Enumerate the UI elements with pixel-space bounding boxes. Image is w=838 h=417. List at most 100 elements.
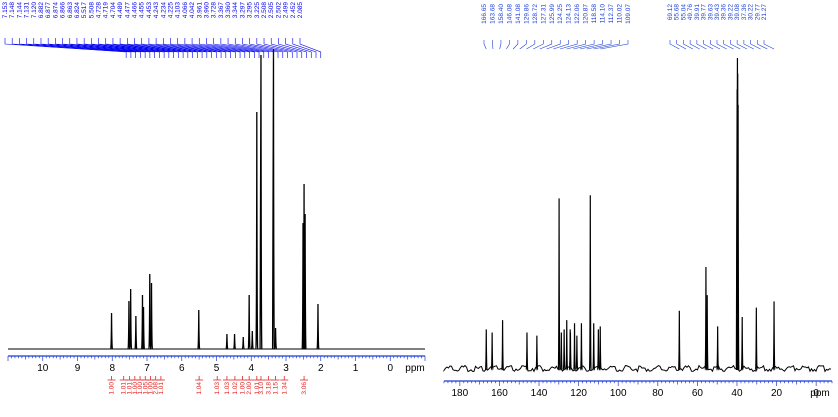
peak-label-text: 39.08 — [734, 4, 741, 21]
peak-label-leader — [763, 40, 775, 50]
peak-label: 2.502 — [275, 2, 307, 58]
peak-label-leader — [743, 40, 754, 50]
peak-label-leader — [26, 38, 141, 58]
peak-label-text: 5.517 — [81, 2, 88, 19]
peak-label-text: 4.704 — [110, 2, 117, 19]
peak-label: 7.153 — [2, 2, 127, 58]
integral-mark: 3.10 — [256, 376, 265, 395]
peak-label-leader — [234, 38, 279, 58]
peak-label-text: 4.455 — [139, 2, 146, 19]
spectrum-peak — [588, 195, 592, 371]
spectrum-peak — [772, 301, 776, 371]
peak-label-leader — [580, 40, 603, 50]
peak-label-leader — [526, 40, 536, 50]
peak-label: 39.91 — [694, 4, 707, 50]
spectrum-peak — [259, 54, 263, 350]
spectrum-peak — [557, 198, 561, 371]
peak-label-leader — [105, 38, 193, 58]
peak-label: 146.08 — [506, 4, 513, 50]
integral-value: 1.00 — [137, 382, 144, 395]
peak-label-text: 2.499 — [283, 2, 290, 19]
peak-label: 2.505 — [268, 2, 303, 58]
peak-label: 3.295 — [247, 2, 288, 58]
peak-label-text: 7.153 — [2, 2, 9, 19]
spectrum-peak — [134, 315, 138, 350]
peak-label-leader — [256, 38, 293, 58]
peak-label: 3.367 — [218, 2, 269, 58]
peak-label-text: 3.360 — [225, 2, 232, 19]
peak-label: 39.22 — [727, 4, 741, 50]
peak-label: 112.37 — [586, 4, 615, 50]
peak-label-leader — [566, 40, 586, 50]
x-tick-label: 9 — [75, 363, 81, 374]
peak-label-leader — [546, 40, 561, 50]
peak-label-leader — [162, 38, 231, 58]
peak-label: 39.63 — [707, 4, 721, 50]
peak-label-leader — [191, 38, 250, 58]
integral-mark: 1.02 — [230, 376, 239, 395]
peak-label-leader — [716, 40, 727, 50]
peak-label-text: 158.40 — [498, 4, 505, 24]
peak-label: 129.86 — [519, 4, 530, 50]
spectrum-peak — [596, 329, 600, 371]
peak-label: 2.499 — [283, 2, 312, 58]
x-tick-label: 10 — [37, 363, 49, 374]
peak-label-leader — [148, 38, 222, 58]
peak-label-leader — [47, 38, 155, 58]
integral-value: 1.00 — [132, 382, 139, 395]
spectrum-peak — [490, 332, 494, 371]
spectrum-peak — [233, 333, 237, 350]
x-tick-label: 140 — [531, 388, 548, 399]
x-tick-label: 0 — [813, 388, 819, 399]
spectrum-peak — [580, 323, 583, 371]
integral-value: 1.03 — [214, 382, 221, 395]
peak-label: 6.824 — [74, 2, 174, 58]
integral-mark: 1.00 — [107, 376, 116, 395]
peak-label: 3.728 — [211, 2, 265, 58]
peak-label-leader — [227, 38, 274, 58]
integral-value: 2.08 — [153, 382, 160, 395]
integral-value: 1.01 — [254, 382, 261, 395]
peak-label-text: 49.76 — [687, 4, 694, 21]
spectrum-peak — [303, 213, 307, 350]
spectrum-peak — [569, 332, 572, 371]
peak-label: 4.489 — [117, 2, 203, 58]
peak-label-leader — [730, 40, 741, 50]
peak-label-leader — [177, 38, 241, 58]
peak-label-leader — [299, 38, 322, 58]
integral-mark: 2.00 — [245, 376, 254, 395]
peak-label-text: 4.477 — [124, 2, 131, 19]
peak-label-text: 4.042 — [189, 2, 196, 19]
spectrum-peak — [197, 309, 201, 350]
peak-label: 7.131 — [24, 2, 141, 58]
peak-label-leader — [134, 38, 212, 58]
peak-label: 110.02 — [593, 4, 624, 50]
integral-value: 1.00 — [147, 382, 154, 395]
peak-label: 39.36 — [721, 4, 734, 50]
integral-value: 1.00 — [109, 382, 116, 395]
peak-label-text: 4.225 — [167, 2, 174, 19]
integral-value: 1.02 — [232, 382, 239, 395]
peak-label: 29.77 — [754, 4, 768, 50]
peak-label-text: 7.148 — [9, 2, 16, 19]
peak-label-leader — [19, 38, 136, 58]
peak-label-leader — [263, 38, 298, 58]
spectrum-peak — [141, 306, 146, 350]
spectrum-peak — [484, 329, 488, 371]
peak-label: 4.225 — [167, 2, 236, 58]
spectrum-peak — [592, 323, 596, 371]
peak-label: 6.882 — [38, 2, 151, 58]
peak-label: 109.07 — [600, 4, 632, 50]
peak-label-leader — [553, 40, 570, 50]
peak-label: 6.866 — [60, 2, 165, 58]
peak-label: 4.243 — [153, 2, 227, 58]
peak-label-leader — [69, 38, 170, 58]
spectrum-peak — [736, 104, 740, 371]
peak-label: 3.297 — [239, 2, 284, 58]
peak-label-text: 30.22 — [748, 4, 755, 21]
peak-label: 124.13 — [553, 4, 573, 50]
spectrum-peak — [535, 335, 539, 371]
peak-label-text: 55.68 — [674, 4, 681, 21]
peak-label-leader — [213, 38, 265, 58]
integral-mark: 1.03 — [222, 376, 231, 395]
